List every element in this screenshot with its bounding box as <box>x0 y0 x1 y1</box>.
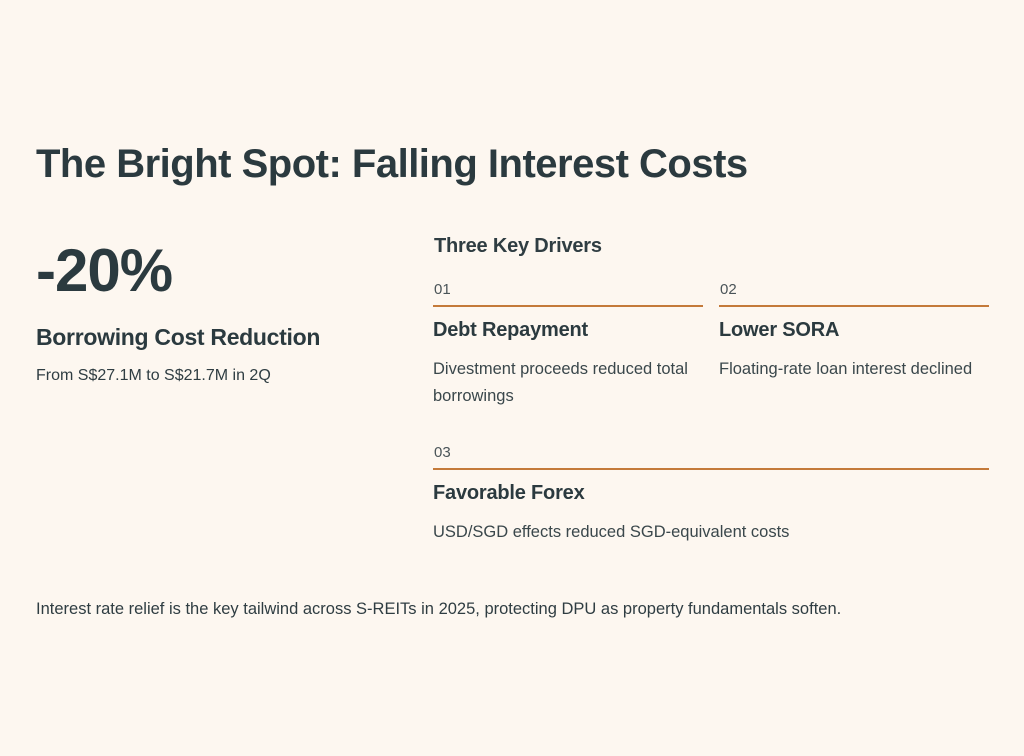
big-stat-value: -20% <box>36 237 173 304</box>
driver-card: 03 Favorable Forex USD/SGD effects reduc… <box>433 444 989 546</box>
driver-description: Divestment proceeds reduced total borrow… <box>433 360 688 405</box>
driver-description: Floating-rate loan interest declined <box>719 360 973 378</box>
stat-detail: From S$27.1M to S$21.7M in 2Q <box>36 367 271 384</box>
footnote: Interest rate relief is the key tailwind… <box>36 600 842 618</box>
driver-number: 03 <box>433 444 989 470</box>
driver-card: 01 Debt Repayment Divestment proceeds re… <box>433 281 703 410</box>
driver-number: 02 <box>719 281 989 307</box>
driver-title: Lower SORA <box>719 319 840 341</box>
drivers-heading: Three Key Drivers <box>434 235 602 257</box>
driver-card: 02 Lower SORA Floating-rate loan interes… <box>719 281 989 383</box>
slide-title: The Bright Spot: Falling Interest Costs <box>36 142 748 186</box>
driver-title: Debt Repayment <box>433 319 589 341</box>
stat-label: Borrowing Cost Reduction <box>36 324 321 350</box>
driver-number: 01 <box>433 281 703 307</box>
driver-title: Favorable Forex <box>433 482 585 504</box>
driver-description: USD/SGD effects reduced SGD-equivalent c… <box>433 523 790 541</box>
highlight-panel: -20% Borrowing Cost Reduction From S$27.… <box>36 238 396 385</box>
